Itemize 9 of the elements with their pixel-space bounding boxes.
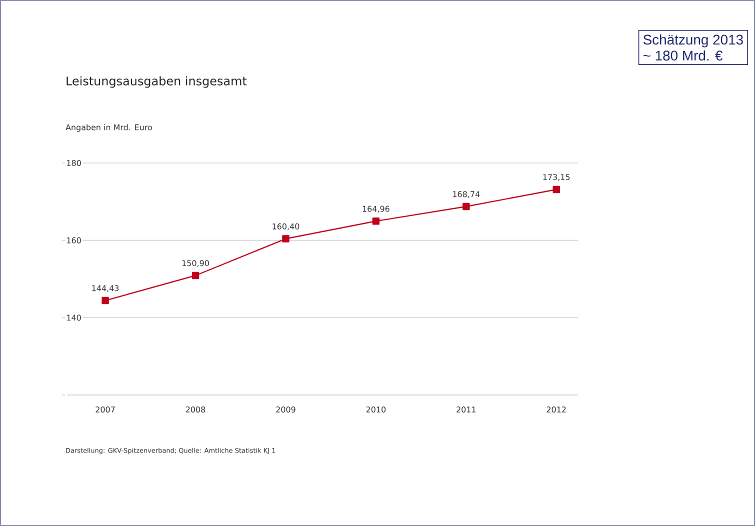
point (282, 235, 290, 242)
point (552, 186, 560, 194)
point (102, 296, 109, 304)
text: Schätzung 2013 (643, 34, 743, 48)
chart-title: Leistungsausgaben insgesamt (66, 76, 247, 88)
point (462, 202, 470, 210)
point (192, 272, 200, 280)
point (372, 218, 380, 225)
text: ~ 180 Mrd. € (643, 50, 723, 61)
